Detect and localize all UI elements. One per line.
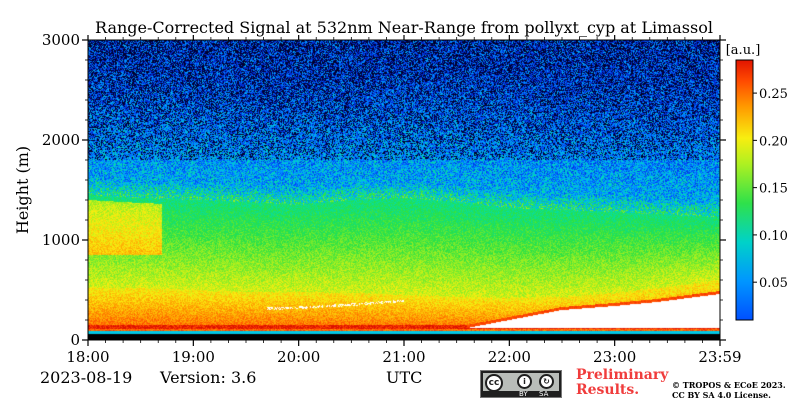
y-tick-label: 1000 [42,231,80,249]
preliminary-line2: Results. [576,382,640,398]
colorbar-scale [735,59,754,321]
copyright-line1: © TROPOS & ECoE 2023. [672,380,786,390]
colorbar-tick-label: 0.15 [759,182,788,197]
version-label: Version: 3.6 [160,368,257,387]
x-tick-label: 23:00 [593,348,636,366]
date-label: 2023-08-19 [40,368,133,387]
x-axis-label: UTC [386,368,423,387]
y-axis-label: Height (m) [13,146,32,234]
cc-icon: cc [485,374,503,392]
by-attribution-icon: i [517,374,532,389]
x-tick-label: 21:00 [382,348,425,366]
colorbar-unit: [a.u.] [726,43,761,58]
y-tick-label: 2000 [42,131,80,149]
y-tick-label: 3000 [42,31,80,49]
chart-title: Range-Corrected Signal at 532nm Near-Ran… [95,18,713,37]
cc-license-badge: cc i ↻ BY SA [480,370,562,398]
preliminary-notice: Preliminary Results. [576,368,672,398]
x-tick-label: 20:00 [277,348,320,366]
colorbar: [a.u.] 0.05 0.10 0.15 0.20 0.25 [726,43,788,321]
share-alike-icon: ↻ [539,374,554,389]
x-tick-label: 23:59 [698,348,741,366]
badge-by-text: BY [519,390,528,398]
x-axis: 18:00 19:00 20:00 21:00 22:00 23:00 23:59 [66,35,742,366]
colorbar-tick-label: 0.20 [759,134,788,149]
y-axis: 0 1000 2000 3000 [42,31,726,349]
x-tick-label: 22:00 [488,348,531,366]
colorbar-tick-label: 0.10 [759,229,788,244]
copyright-notice: © TROPOS & ECoE 2023. CC BY SA 4.0 Licen… [672,380,797,400]
heatmap-image [88,40,720,340]
badge-sa-text: SA [539,390,549,398]
preliminary-line1: Preliminary [576,367,669,383]
colorbar-tick-label: 0.05 [759,276,788,291]
y-tick-label: 0 [70,331,80,349]
x-tick-label: 18:00 [66,348,109,366]
colorbar-tick-label: 0.25 [759,87,788,102]
copyright-line2: CC BY SA 4.0 License. [672,390,771,400]
x-tick-label: 19:00 [172,348,215,366]
